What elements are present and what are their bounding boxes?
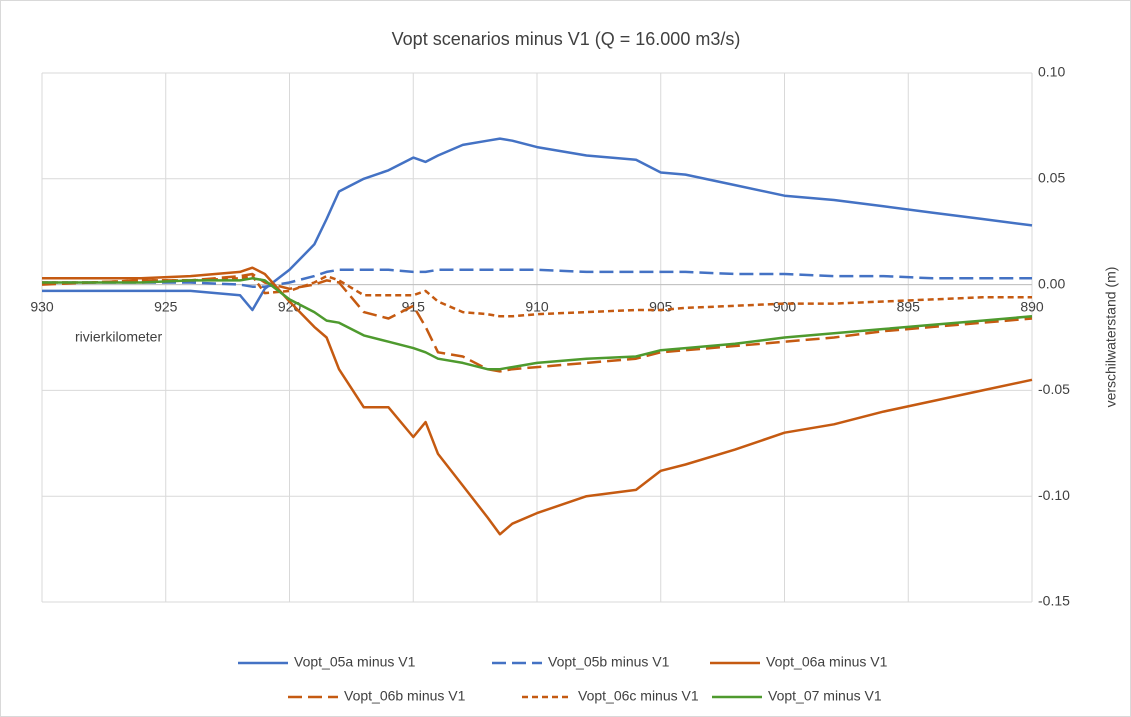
x-tick-label: 925 bbox=[154, 298, 178, 314]
x-tick-label: 930 bbox=[30, 298, 54, 314]
y-tick-label: 0.00 bbox=[1038, 275, 1065, 291]
legend-label: Vopt_06c minus V1 bbox=[578, 688, 699, 704]
y-tick-label: 0.05 bbox=[1038, 170, 1065, 186]
legend-label: Vopt_07 minus V1 bbox=[768, 688, 882, 704]
legend-label: Vopt_06b minus V1 bbox=[344, 688, 466, 704]
y-axis-label: verschilwaterstand (m) bbox=[1103, 267, 1119, 408]
x-tick-label: 900 bbox=[773, 298, 797, 314]
y-tick-label: -0.05 bbox=[1038, 381, 1070, 397]
x-axis-label: rivierkilometer bbox=[75, 329, 162, 345]
y-tick-label: -0.15 bbox=[1038, 593, 1070, 609]
x-tick-label: 905 bbox=[649, 298, 673, 314]
series-line bbox=[42, 277, 1033, 371]
series-line bbox=[41, 272, 1033, 373]
series-line bbox=[42, 137, 1033, 312]
series-line bbox=[42, 266, 1033, 536]
x-tick-label: 910 bbox=[525, 298, 549, 314]
x-tick-label: 890 bbox=[1020, 298, 1044, 314]
chart-title: Vopt scenarios minus V1 (Q = 16.000 m3/s… bbox=[392, 29, 741, 49]
y-tick-label: 0.10 bbox=[1038, 64, 1065, 80]
y-tick-label: -0.10 bbox=[1038, 487, 1070, 503]
legend-label: Vopt_05a minus V1 bbox=[294, 654, 416, 670]
legend-label: Vopt_05b minus V1 bbox=[548, 654, 670, 670]
legend-label: Vopt_06a minus V1 bbox=[766, 654, 888, 670]
series-line bbox=[42, 268, 1032, 288]
x-tick-label: 895 bbox=[897, 298, 921, 314]
